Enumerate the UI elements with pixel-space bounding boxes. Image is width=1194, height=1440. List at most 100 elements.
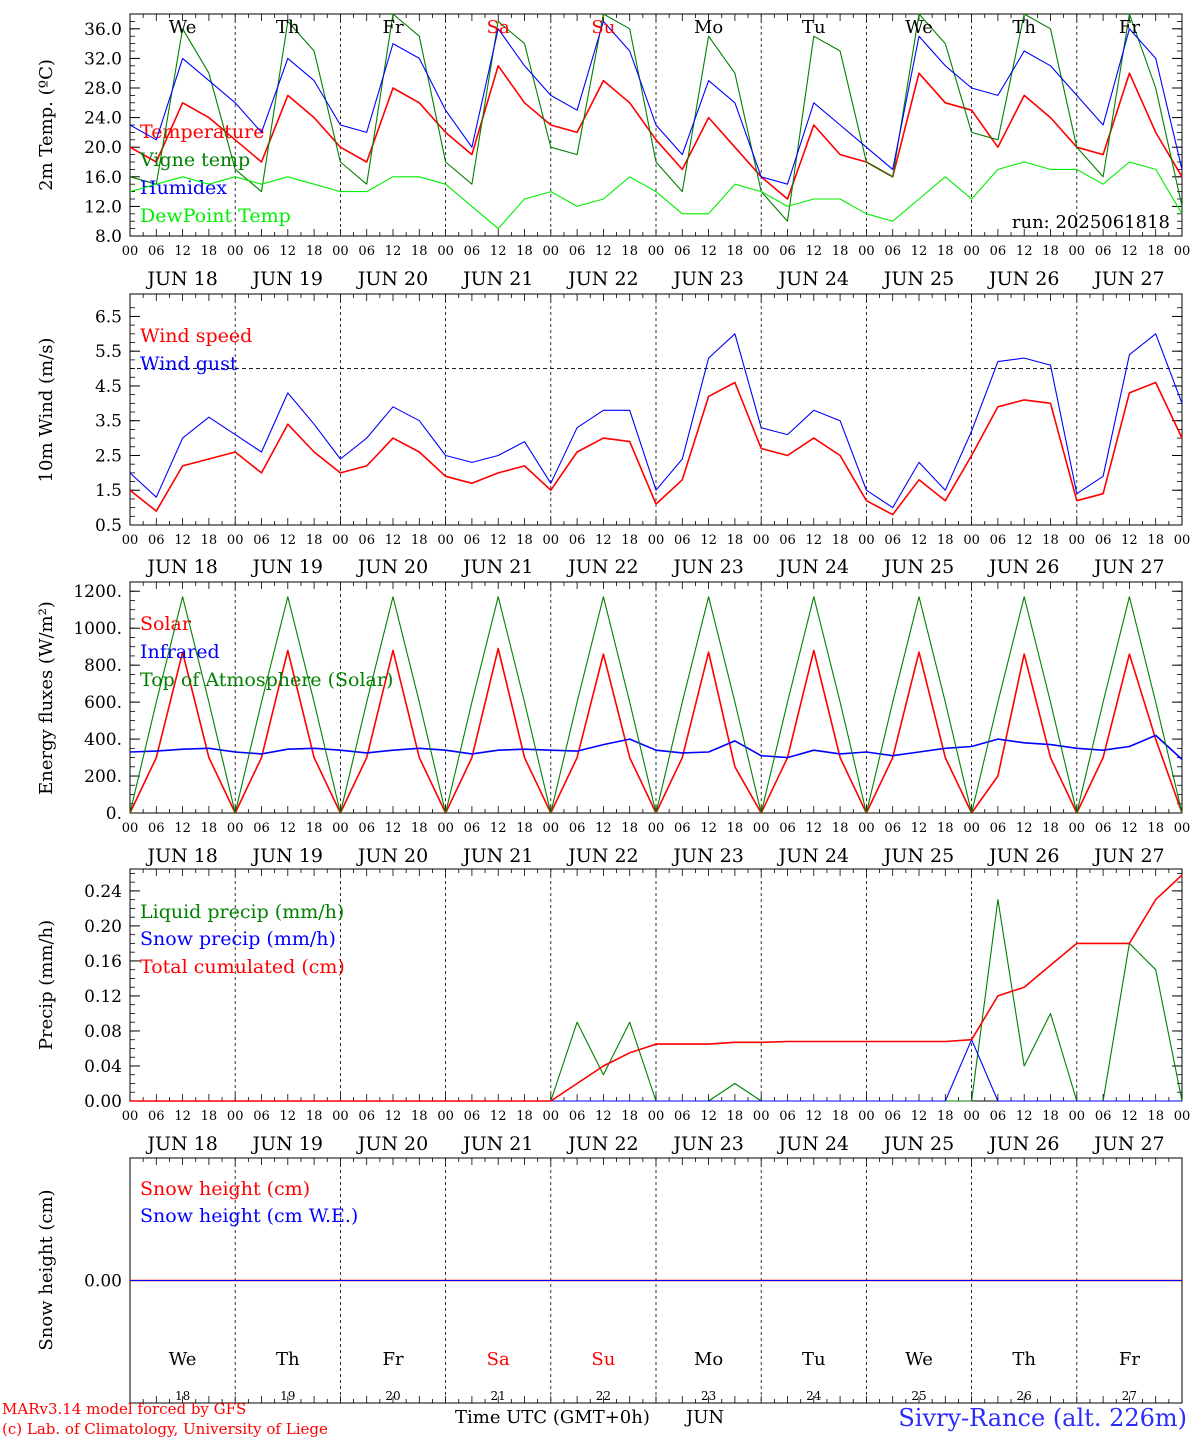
hour-tick-label: 18 [516, 533, 533, 548]
hour-tick-label: 12 [1121, 821, 1138, 836]
hour-tick-label: 18 [1042, 244, 1059, 259]
hour-tick-label: 12 [490, 1109, 507, 1124]
hour-tick-label: 12 [1121, 533, 1138, 548]
hour-tick-label: 12 [700, 244, 717, 259]
hour-tick-label: 18 [411, 821, 428, 836]
hour-tick-label: 00 [332, 244, 349, 259]
legend-entry: Snow precip (mm/h) [140, 928, 336, 950]
hour-tick-label: 06 [148, 533, 165, 548]
hour-tick-label: 12 [174, 244, 191, 259]
hour-tick-label: 00 [332, 533, 349, 548]
hour-tick-label: 12 [174, 1109, 191, 1124]
hour-tick-label: 12 [806, 821, 823, 836]
series-line-red [130, 874, 1183, 1102]
hour-tick-label: 12 [806, 533, 823, 548]
hour-tick-label: 18 [1147, 244, 1164, 259]
date-label: JUN 25 [882, 268, 954, 290]
date-label: JUN 20 [356, 268, 428, 290]
y-tick-label: 0.5 [95, 516, 122, 536]
hour-tick-label: 00 [648, 244, 665, 259]
y-tick-label: 600. [84, 693, 122, 713]
hour-tick-label: 00 [753, 244, 770, 259]
hour-tick-label: 06 [884, 244, 901, 259]
hour-tick-label: 06 [148, 1109, 165, 1124]
series-line-lightgreen [129, 161, 1183, 230]
hour-tick-label: 12 [280, 533, 297, 548]
date-label: JUN 27 [1092, 845, 1164, 867]
hour-tick-label: 06 [1095, 533, 1112, 548]
weekday-label: Sa [487, 17, 510, 38]
date-label: JUN 26 [987, 556, 1059, 578]
hour-tick-label: 18 [727, 821, 744, 836]
y-tick-label: 12.0 [84, 197, 122, 217]
weekday-label: Mo [694, 1349, 723, 1370]
hour-tick-label: 06 [990, 821, 1007, 836]
weekday-label: Th [276, 1349, 300, 1370]
y-tick-label: 0.00 [84, 1092, 122, 1112]
hour-tick-label: 18 [411, 533, 428, 548]
hour-tick-label: 18 [306, 821, 323, 836]
hour-tick-label: 18 [411, 1109, 428, 1124]
date-label: JUN 23 [671, 268, 743, 290]
weekday-label: Fr [1119, 17, 1140, 38]
series-line-green [129, 596, 1183, 814]
date-label: JUN 19 [251, 845, 323, 867]
legend-entry: Vigne temp [139, 149, 250, 171]
hour-tick-label: 00 [753, 1109, 770, 1124]
hour-tick-label: 12 [174, 533, 191, 548]
hour-tick-label: 06 [674, 244, 691, 259]
weekday-label: We [905, 17, 933, 38]
date-label: JUN 19 [251, 268, 323, 290]
hour-tick-label: 12 [490, 821, 507, 836]
y-tick-label: 3.5 [95, 412, 122, 432]
date-label: JUN 21 [461, 268, 533, 290]
x-axis-label: Time UTC (GMT+0h) [455, 1407, 650, 1428]
y-tick-label: 28.0 [84, 79, 122, 99]
y-axis-label: Snow height (cm) [36, 1189, 57, 1350]
date-label: JUN 20 [356, 1133, 428, 1155]
date-label: JUN 21 [461, 556, 533, 578]
series-line-red [129, 381, 1183, 516]
hour-tick-label: 00 [963, 533, 980, 548]
y-axis-label: 10m Wind (m/s) [36, 338, 57, 483]
hour-tick-label: 06 [779, 533, 796, 548]
hour-tick-label: 00 [963, 1109, 980, 1124]
hour-tick-label: 00 [543, 1109, 560, 1124]
hour-tick-label: 00 [1174, 244, 1191, 259]
date-label: JUN 24 [777, 1133, 849, 1155]
date-label: JUN 19 [251, 556, 323, 578]
date-label: JUN 23 [671, 1133, 743, 1155]
hour-tick-label: 00 [543, 244, 560, 259]
legend-entry: Top of Atmosphere (Solar) [140, 669, 393, 691]
hour-tick-label: 00 [858, 1109, 875, 1124]
hour-tick-label: 12 [280, 244, 297, 259]
date-label: JUN 22 [566, 268, 638, 290]
credit-line-2: (c) Lab. of Climatology, University of L… [2, 1420, 328, 1438]
hour-tick-label: 18 [937, 533, 954, 548]
hour-tick-label: 18 [201, 533, 218, 548]
hour-tick-label: 00 [332, 821, 349, 836]
station-title: Sivry-Rance (alt. 226m) [898, 1404, 1187, 1432]
hour-tick-label: 06 [884, 1109, 901, 1124]
hour-tick-label: 00 [543, 821, 560, 836]
hour-tick-label: 12 [1016, 1109, 1033, 1124]
hour-tick-label: 12 [385, 533, 402, 548]
hour-tick-label: 06 [464, 821, 481, 836]
hour-tick-label: 00 [122, 1109, 139, 1124]
y-tick-label: 0.20 [84, 917, 122, 937]
hour-tick-label: 12 [490, 533, 507, 548]
date-label: JUN 22 [566, 556, 638, 578]
hour-tick-label: 00 [648, 533, 665, 548]
date-label: JUN 26 [987, 1133, 1059, 1155]
y-tick-label: 36.0 [84, 20, 122, 40]
hour-tick-label: 00 [753, 821, 770, 836]
hour-tick-label: 12 [174, 821, 191, 836]
hour-tick-label: 00 [753, 533, 770, 548]
hour-tick-label: 12 [700, 533, 717, 548]
day-number-label: 18 [175, 1389, 190, 1403]
hour-tick-label: 00 [1174, 821, 1191, 836]
hour-tick-label: 12 [385, 1109, 402, 1124]
hour-tick-label: 06 [148, 244, 165, 259]
hour-tick-label: 00 [437, 1109, 454, 1124]
hour-tick-label: 12 [595, 1109, 612, 1124]
